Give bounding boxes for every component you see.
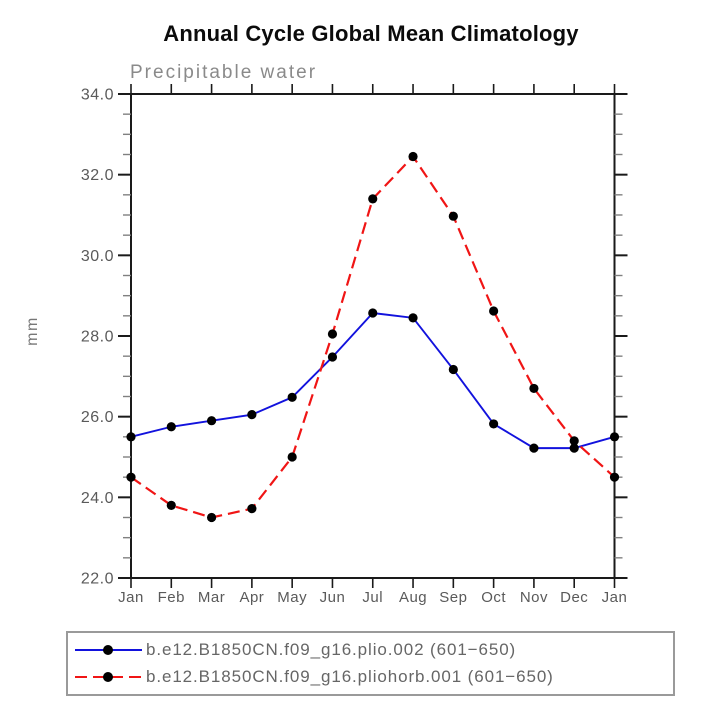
data-point-series1-feb1: [166, 500, 176, 510]
x-axis-tick-label: Oct: [481, 589, 506, 606]
series-line-1: [130, 154, 616, 519]
x-axis-tick-label: Feb: [158, 589, 185, 606]
data-point-series0-nov10: [529, 443, 539, 453]
x-axis-tick-label: Apr: [239, 589, 264, 606]
chart-title: Annual Cycle Global Mean Climatology: [163, 21, 579, 46]
data-point-series1-apr3: [247, 504, 257, 514]
plot-frame: [130, 93, 616, 579]
legend-item-plio002: b.e12.B1850CN.f09_g16.plio.002 (601−650): [68, 637, 673, 663]
y-axis-tick-label: 24.0: [81, 490, 114, 507]
legend-label-pliohorb001: b.e12.B1850CN.f09_g16.pliohorb.001 (601−…: [146, 667, 554, 687]
data-point-series0-jun5: [327, 352, 338, 362]
data-point-series1-jun5: [327, 329, 338, 339]
legend-box: b.e12.B1850CN.f09_g16.plio.002 (601−650)…: [66, 631, 675, 696]
legend-item-pliohorb001: b.e12.B1850CN.f09_g16.pliohorb.001 (601−…: [68, 664, 673, 690]
legend-sample-blue-solid-line: [75, 644, 142, 655]
x-axis-tick-label: Jan: [118, 589, 144, 606]
y-axis-tick-label: 32.0: [81, 167, 114, 184]
data-point-series1-sep8: [448, 211, 458, 221]
y-axis-tick-label: 26.0: [81, 409, 114, 426]
data-point-series0-jan0: [126, 432, 136, 442]
legend-marker-dot: [103, 644, 113, 655]
x-axis-tick-label: Jun: [320, 589, 346, 606]
legend-marker-dot: [103, 672, 113, 683]
data-point-series1-jan12: [609, 472, 620, 482]
legend-sample-red-dashed-line: [75, 672, 142, 683]
x-axis-tick-label: Jan: [602, 589, 628, 606]
plot-area: Precipitable water mm Jan Feb Mar Apr May Jun Ju…: [24, 62, 628, 606]
data-point-series0-apr3: [247, 410, 257, 420]
data-point-series0-feb1: [166, 422, 176, 432]
data-point-series0-jan12: [609, 432, 620, 442]
data-point-series0-aug7: [408, 313, 418, 323]
x-axis-tick-label: Sep: [439, 589, 467, 606]
x-axis-tick-label: Aug: [399, 589, 427, 606]
x-axis-tick-label: Dec: [560, 589, 588, 606]
data-point-series0-jul6: [368, 308, 378, 318]
y-axis-tick-label: 28.0: [81, 329, 114, 346]
data-point-series1-may4: [287, 452, 297, 462]
data-point-series1-dec11: [569, 436, 579, 446]
data-point-series1-oct9: [489, 306, 499, 316]
data-point-series1-jan0: [126, 472, 136, 482]
x-axis-tick-label: Jul: [362, 589, 383, 606]
data-point-series1-jul6: [368, 194, 378, 204]
data-point-series1-nov10: [529, 383, 539, 394]
data-point-series1-mar2: [206, 512, 217, 523]
series-line-0: [130, 312, 615, 450]
data-point-series0-may4: [287, 392, 297, 402]
chart-subtitle: Precipitable water: [130, 62, 317, 83]
x-axis-tick-label: Nov: [520, 589, 548, 606]
data-point-series0-sep8: [448, 364, 458, 375]
y-axis-tick-label: 22.0: [81, 571, 114, 588]
data-point-series0-mar2: [206, 416, 217, 426]
x-axis-tick-label: May: [277, 589, 307, 606]
data-point-series1-aug7: [408, 151, 418, 162]
data-point-series0-dec11: [569, 443, 579, 453]
data-point-series0-oct9: [489, 419, 499, 429]
y-axis-tick-label: 30.0: [81, 248, 114, 265]
legend-label-plio002: b.e12.B1850CN.f09_g16.plio.002 (601−650): [146, 639, 517, 659]
x-axis-tick-label: Mar: [198, 589, 225, 606]
y-axis-tick-label: 34.0: [81, 87, 114, 104]
y-axis-title: mm: [24, 316, 41, 346]
